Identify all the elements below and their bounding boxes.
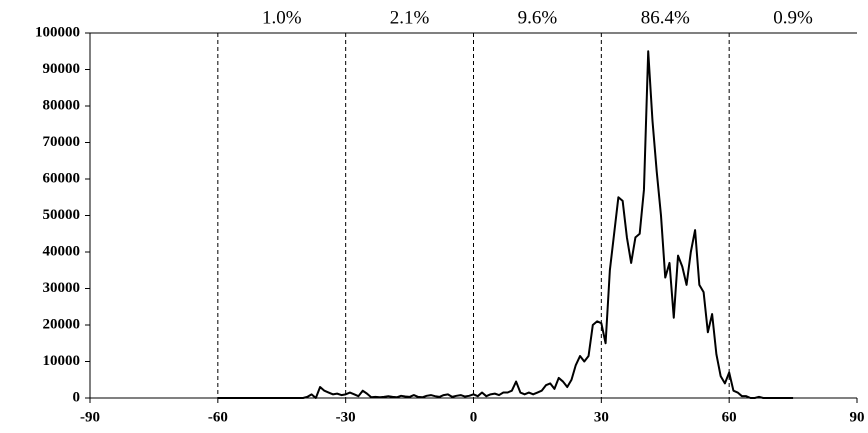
y-tick-label: 80000 bbox=[43, 97, 81, 113]
annotation: 2.1% bbox=[390, 7, 430, 28]
x-tick-label: -30 bbox=[336, 409, 356, 425]
x-tick-label: -90 bbox=[80, 409, 100, 425]
y-tick-label: 40000 bbox=[43, 243, 81, 259]
y-tick-label: 30000 bbox=[43, 280, 81, 296]
y-tick-label: 10000 bbox=[43, 353, 81, 369]
y-tick-label: 70000 bbox=[43, 134, 81, 150]
y-tick-label: 100000 bbox=[35, 24, 80, 40]
annotation: 1.0% bbox=[262, 7, 302, 28]
y-tick-label: 90000 bbox=[43, 61, 81, 77]
x-tick-label: 30 bbox=[594, 409, 609, 425]
y-tick-label: 0 bbox=[73, 389, 81, 405]
annotation: 0.9% bbox=[773, 7, 813, 28]
x-tick-label: 90 bbox=[850, 409, 865, 425]
annotation: 9.6% bbox=[518, 7, 558, 28]
data-line bbox=[217, 50, 794, 399]
y-tick-label: 20000 bbox=[43, 316, 81, 332]
x-tick-label: 0 bbox=[470, 409, 478, 425]
y-tick-label: 50000 bbox=[43, 207, 81, 223]
x-tick-label: 60 bbox=[722, 409, 737, 425]
annotation: 86.4% bbox=[641, 7, 690, 28]
x-tick-label: -60 bbox=[208, 409, 228, 425]
y-tick-label: 60000 bbox=[43, 170, 81, 186]
